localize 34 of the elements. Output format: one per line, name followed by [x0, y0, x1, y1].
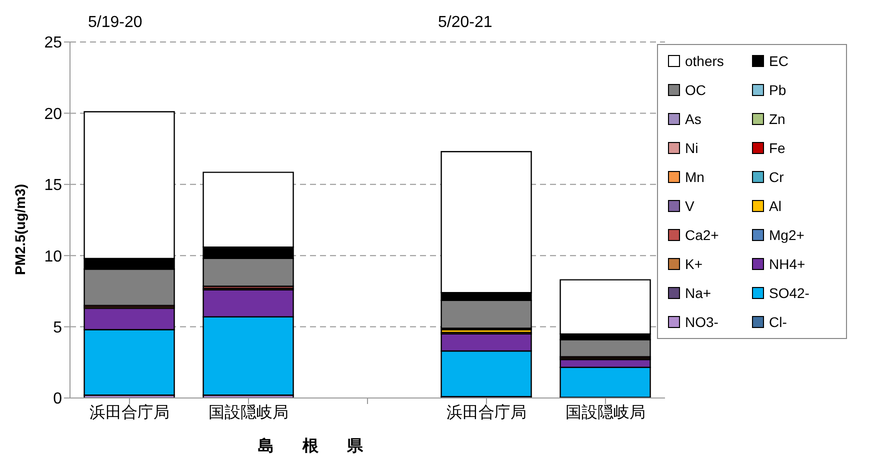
legend-label: Mn: [685, 169, 704, 185]
legend-label: K+: [685, 256, 703, 272]
legend-label: V: [685, 198, 694, 214]
legend-label: others: [685, 53, 724, 69]
legend-label: Pb: [769, 82, 786, 98]
legend-label: Ca2+: [685, 227, 719, 243]
y-tick-label: 25: [44, 34, 62, 52]
x-axis-title: 島 根 県: [258, 436, 375, 457]
legend-label: Cl-: [769, 314, 787, 330]
legend-label: Zn: [769, 111, 786, 127]
text: 5/19-20: [88, 14, 142, 32]
legend-label: SO42-: [769, 285, 810, 301]
legend-label: Na+: [685, 285, 712, 301]
text: 5/20-21: [438, 14, 492, 32]
y-tick-label: 10: [44, 248, 62, 266]
legend-label: Mg2+: [769, 227, 804, 243]
x-tick-label: 国設隠岐局: [566, 403, 646, 422]
x-tick-label: 浜田合庁局: [90, 403, 170, 422]
legend-label: As: [685, 111, 702, 127]
legend-label: NO3-: [685, 314, 718, 330]
x-tick-label: 国設隠岐局: [208, 403, 288, 422]
legend-label: Al: [769, 198, 782, 214]
legend-label: EC: [769, 53, 788, 69]
y-tick-label: 15: [44, 177, 62, 194]
x-tick-label: 浜田合庁局: [446, 403, 526, 422]
legend-label: NH4+: [769, 256, 806, 272]
legend-label: OC: [685, 82, 706, 98]
y-axis-title: PM2.5(ug/m3): [12, 184, 28, 275]
legend-label: Cr: [769, 169, 784, 185]
legend-label: Ni: [685, 140, 698, 156]
y-tick-label: 5: [53, 319, 62, 336]
y-tick-label: 20: [44, 106, 62, 123]
y-tick-label: 0: [53, 390, 62, 408]
legend-label: Fe: [769, 140, 786, 156]
